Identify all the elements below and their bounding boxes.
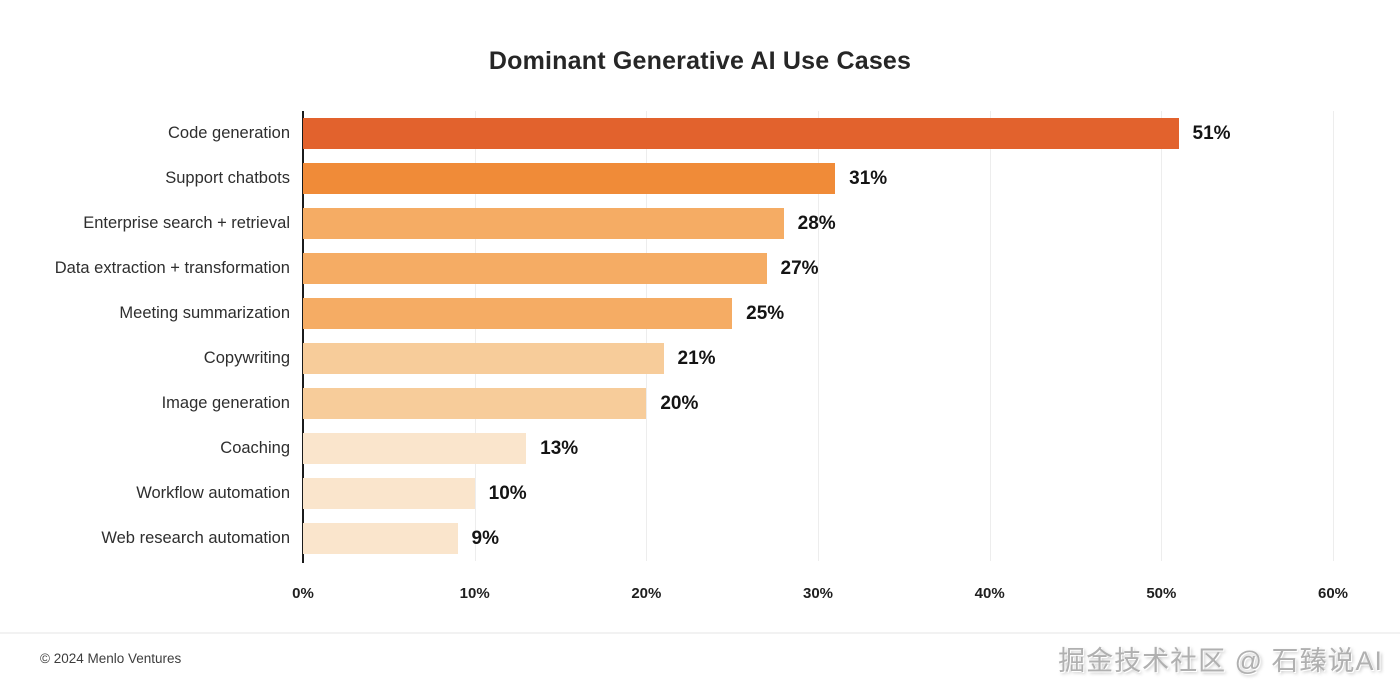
gridline-60 xyxy=(1333,111,1334,561)
gridline-30 xyxy=(818,111,819,561)
x-tick-label: 50% xyxy=(1146,585,1177,602)
bar-track: 51% xyxy=(303,118,1333,149)
bar-value-label: 51% xyxy=(1192,122,1231,144)
bar-value-label: 25% xyxy=(746,302,785,324)
y-axis-line xyxy=(302,111,304,563)
bar-value-label: 9% xyxy=(471,527,499,549)
chart-title: Dominant Generative AI Use Cases xyxy=(488,47,912,75)
category-label: Meeting summarization xyxy=(119,304,290,322)
x-tick-label: 30% xyxy=(802,585,834,602)
x-tick-label: 20% xyxy=(631,585,662,602)
chart-row: Workflow automation 10% xyxy=(0,471,1400,516)
bar xyxy=(303,523,458,554)
copyright-text: © 2024 Menlo Ventures xyxy=(40,650,182,666)
chart-row: Code generation 51% xyxy=(0,111,1400,156)
bar xyxy=(303,118,1179,149)
bar xyxy=(303,208,784,239)
gridline-10 xyxy=(474,111,476,561)
bar-track: 27% xyxy=(303,253,1333,284)
bar-value-label: 21% xyxy=(677,347,716,369)
category-label: Copywriting xyxy=(203,349,290,367)
bar-track: 9% xyxy=(303,523,1333,554)
watermark-text: 掘金技术社区 @ 石臻说AI xyxy=(1058,645,1383,676)
plot-area: Code generation 51% Support chatbots 31% Ent… xyxy=(0,111,1400,563)
bar-value-label: 13% xyxy=(540,437,579,459)
category-label: Image generation xyxy=(161,394,290,412)
bar-track: 10% xyxy=(303,478,1333,509)
bar xyxy=(303,343,664,374)
footer-divider xyxy=(0,632,1400,634)
bar-track: 20% xyxy=(303,388,1333,419)
bar-track: 28% xyxy=(303,208,1333,239)
bar-track: 25% xyxy=(303,298,1333,329)
bar-track: 21% xyxy=(303,343,1333,374)
category-label: Enterprise search + retrieval xyxy=(83,214,290,232)
category-label: Code generation xyxy=(167,124,290,142)
bar-track: 13% xyxy=(303,433,1333,464)
bar-value-label: 20% xyxy=(660,392,699,414)
x-tick-label: 0% xyxy=(292,585,314,602)
bar-value-label: 31% xyxy=(849,167,888,189)
x-axis: 0% 10% 20% 30% 40% 50% 60% xyxy=(292,585,1348,605)
category-label: Web research automation xyxy=(101,529,290,547)
gridline-20 xyxy=(646,111,648,561)
bar xyxy=(303,163,836,194)
x-tick-label: 40% xyxy=(974,585,1005,602)
bar xyxy=(303,388,647,419)
chart-row: Support chatbots 31% xyxy=(0,156,1400,201)
chart-row: Copywriting 21% xyxy=(0,336,1400,381)
chart-row: Web research automation 9% xyxy=(0,516,1400,561)
footer: © 2024 Menlo Ventures 掘金技术社区 @ 石臻说AI xyxy=(40,638,1383,678)
bar xyxy=(303,298,733,329)
category-label: Data extraction + transformation xyxy=(54,259,290,277)
bar-value-label: 10% xyxy=(488,482,527,504)
bar xyxy=(303,253,767,284)
bar-track: 31% xyxy=(303,163,1333,194)
x-tick-label: 60% xyxy=(1317,585,1349,602)
category-label: Coaching xyxy=(220,439,290,457)
category-label: Support chatbots xyxy=(165,169,290,187)
chart-row: Meeting summarization 25% xyxy=(0,291,1400,336)
gridline-40 xyxy=(989,111,991,561)
chart-row: Image generation 20% xyxy=(0,381,1400,426)
bar xyxy=(303,478,475,509)
category-label: Workflow automation xyxy=(136,484,290,502)
gridline-50 xyxy=(1161,111,1163,561)
bar-value-label: 28% xyxy=(797,212,836,234)
chart-row: Coaching 13% xyxy=(0,426,1400,471)
bar-value-label: 27% xyxy=(780,257,819,279)
bar xyxy=(303,433,527,464)
x-tick-label: 10% xyxy=(459,585,490,602)
gridlines xyxy=(303,111,1334,561)
chart-row: Enterprise search + retrieval 28% xyxy=(0,201,1400,246)
bar-rows: Code generation 51% Support chatbots 31% Ent… xyxy=(0,111,1400,561)
chart-row: Data extraction + transformation 27% xyxy=(0,246,1400,291)
